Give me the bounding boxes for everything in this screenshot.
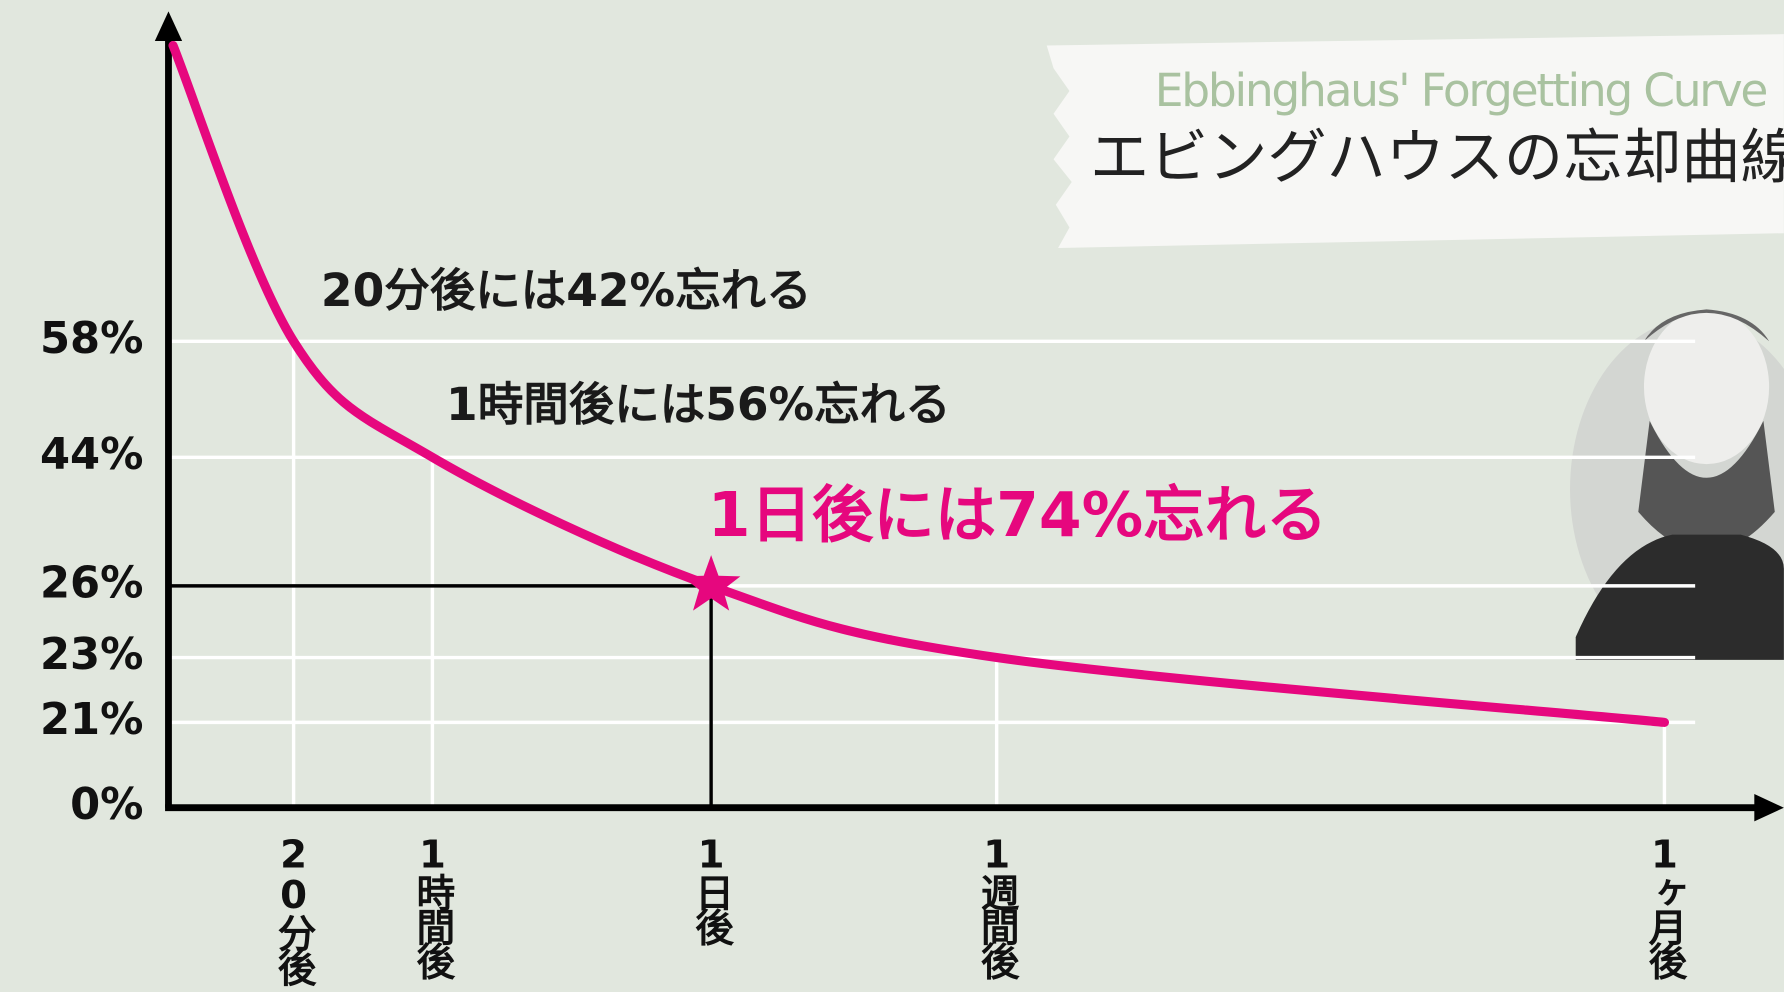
x-tick-label: 1週間後 — [974, 833, 1019, 981]
y-tick-label: 58% — [40, 314, 143, 364]
annotation: 1時間後には56%忘れる — [446, 378, 951, 431]
chart-subtitle: Ebbinghaus' Forgetting Curve — [1155, 64, 1767, 117]
x-axis-arrow — [1754, 794, 1784, 822]
x-tick-label: 1日後 — [689, 833, 734, 947]
y-tick-label: 26% — [40, 558, 143, 608]
x-tick-label: 1時間後 — [410, 833, 455, 981]
portrait — [1570, 309, 1784, 660]
annotation: 20分後には42%忘れる — [321, 264, 812, 317]
title-banner: Ebbinghaus' Forgetting Curve エビングハウスの忘却曲… — [1046, 34, 1784, 248]
forgetting-curve — [168, 40, 1669, 727]
chart-title: エビングハウスの忘却曲線 — [1090, 123, 1784, 192]
y-tick-label: 23% — [40, 630, 143, 680]
annotation-highlight: 1日後には74%忘れる — [708, 480, 1328, 551]
y-axis-arrow — [154, 11, 183, 41]
highlight-star — [681, 555, 741, 611]
y-tick-label: 0% — [70, 780, 143, 830]
x-tick-label: 1ヶ月後 — [1642, 833, 1687, 981]
y-tick-label: 21% — [40, 695, 143, 745]
y-tick-label: 44% — [40, 430, 143, 480]
x-tick-label: 20分後 — [271, 833, 316, 987]
